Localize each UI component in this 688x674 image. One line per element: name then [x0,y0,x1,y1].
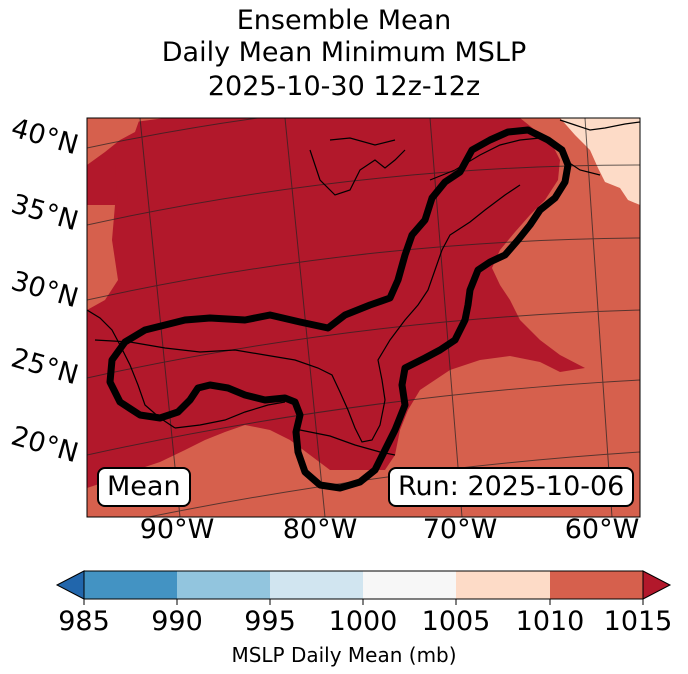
mslp-field-1005-1010 [560,118,640,205]
colorbar-tick-1010: 1010 [515,606,585,637]
run-date-label-box: Run: 2025-10-06 [388,467,635,507]
colorbar-extend-low [55,570,85,600]
lon-label-70w: 70°W [422,514,498,545]
mean-label-box: Mean [97,467,191,507]
colorbar-segment [270,571,363,599]
title-line-2: Daily Mean Minimum MSLP [161,37,527,68]
lon-label-60w: 60°W [564,514,640,545]
colorbar-segment [456,571,550,599]
colorbar-tick-995: 995 [244,606,296,637]
graticule [87,118,640,517]
title-line-1: Ensemble Mean [236,5,452,36]
colorbar-segment [84,571,177,599]
lon-label-80w: 80°W [282,514,358,545]
colorbar-segment [363,571,456,599]
colorbar-segment [177,571,270,599]
title-line-3: 2025-10-30 12z-12z [207,71,481,102]
colorbar-tick-1005: 1005 [421,606,491,637]
colorbar-segment [550,571,643,599]
colorbar-tick-990: 990 [151,606,203,637]
colorbar-tick-1015: 1015 [603,606,673,637]
colorbar-tick-1000: 1000 [328,606,398,637]
highlight-contour [106,126,572,492]
map-frame [86,117,641,518]
colorbar-tick-985: 985 [58,606,110,637]
coastlines [87,119,640,481]
colorbar-label: MSLP Daily Mean (mb) [231,643,457,667]
lon-label-90w: 90°W [139,514,215,545]
colorbar-extend-high [642,570,672,600]
mslp-field-above-1015 [87,118,585,488]
